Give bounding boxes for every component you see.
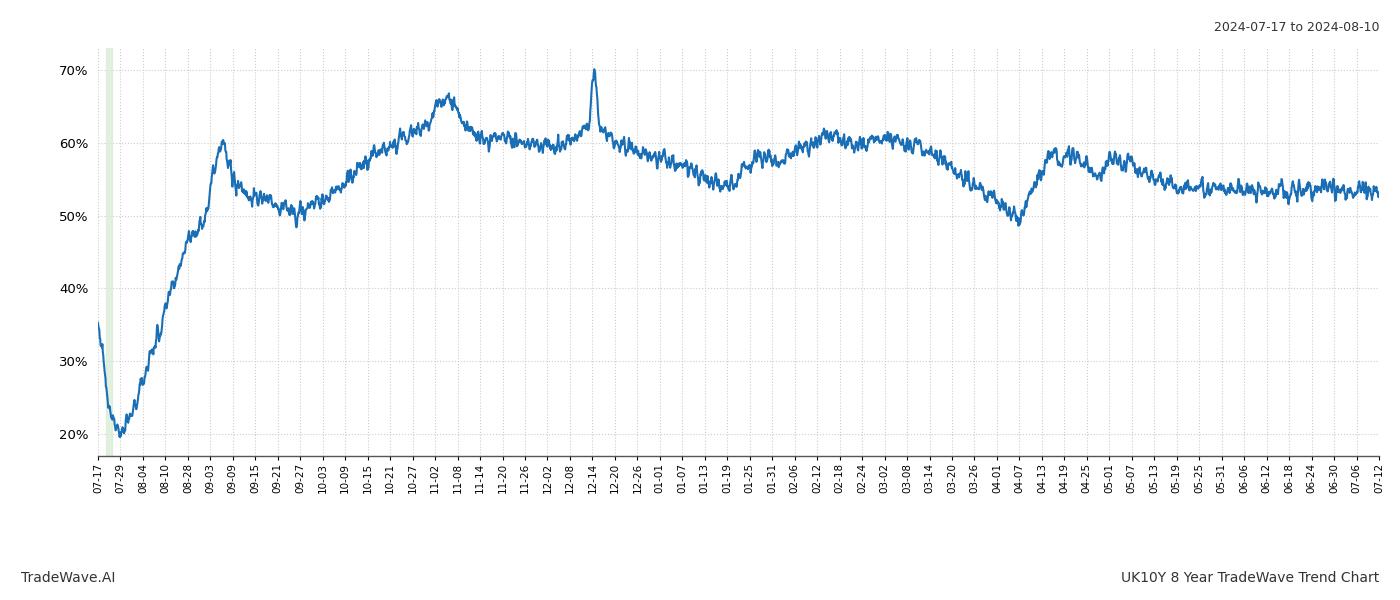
Text: UK10Y 8 Year TradeWave Trend Chart: UK10Y 8 Year TradeWave Trend Chart (1121, 571, 1379, 585)
Bar (106, 48, 112, 456)
Text: TradeWave.AI: TradeWave.AI (21, 571, 115, 585)
Text: 2024-07-17 to 2024-08-10: 2024-07-17 to 2024-08-10 (1214, 21, 1379, 34)
